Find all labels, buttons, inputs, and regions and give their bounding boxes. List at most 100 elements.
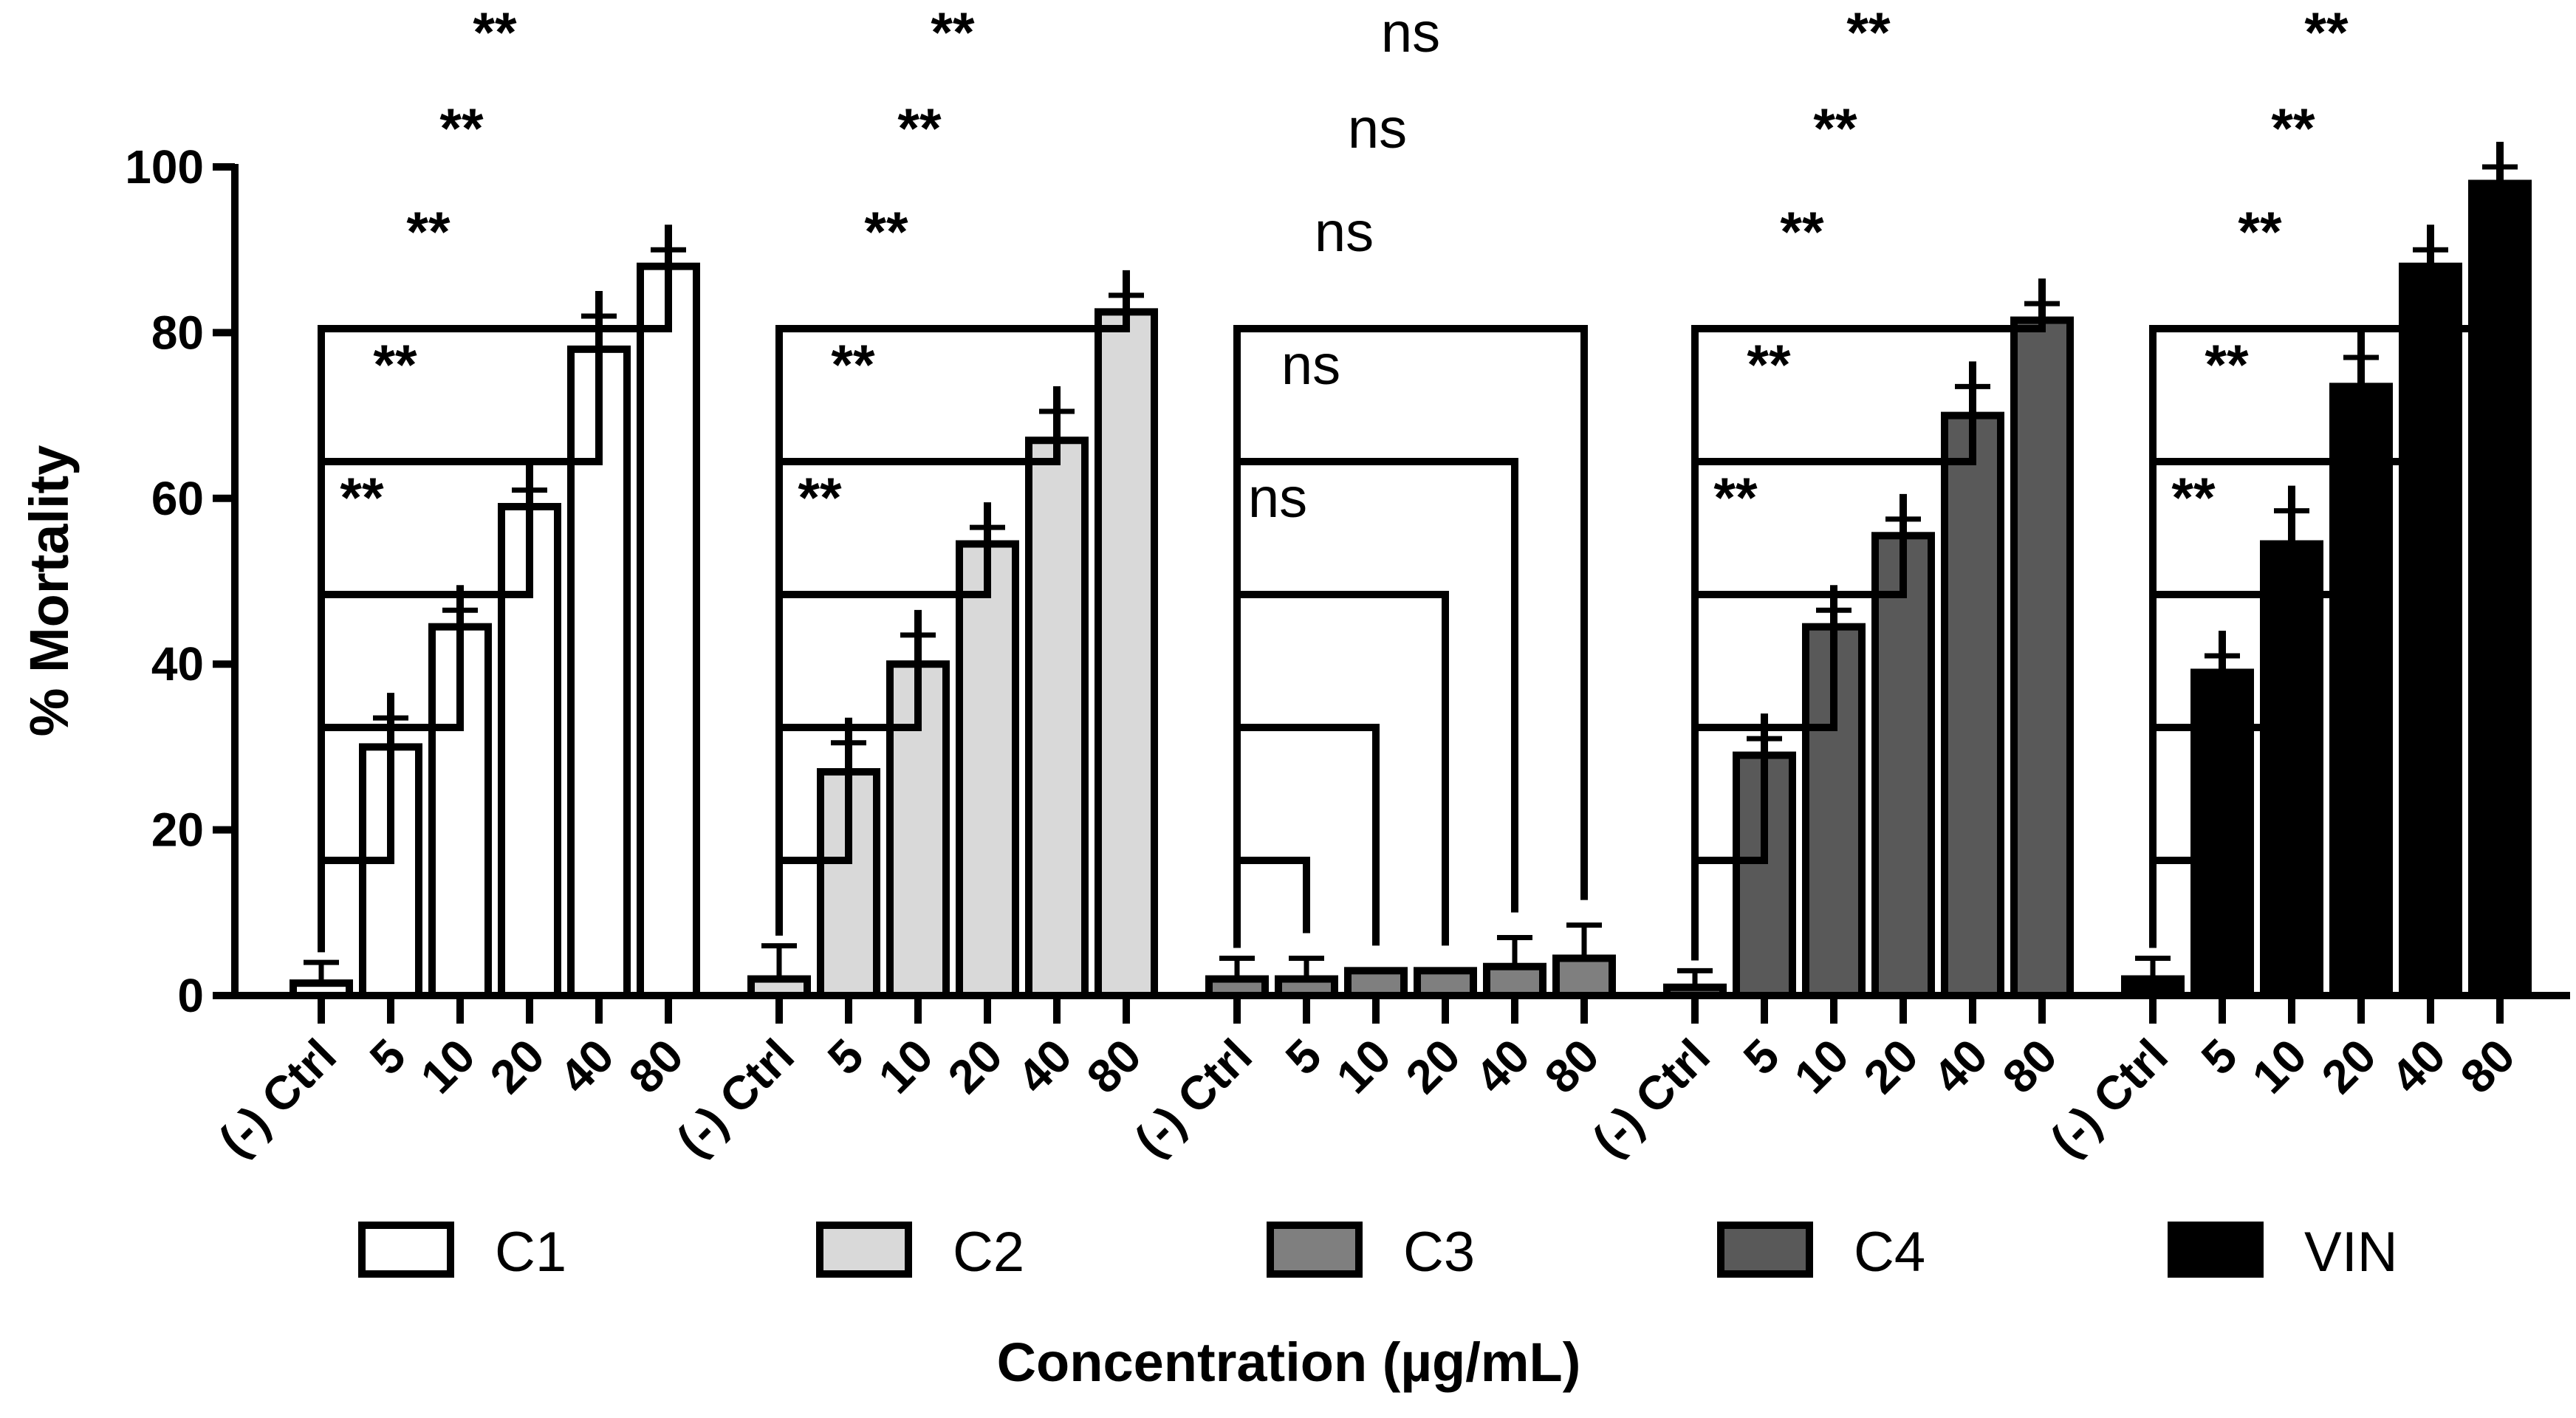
x-tick-label: 20: [1396, 1029, 1470, 1103]
legend-label: C3: [1403, 1221, 1475, 1284]
x-tick-label: 80: [1077, 1029, 1151, 1103]
significance-label: **: [2271, 97, 2315, 160]
bar-c4-4: [1941, 411, 2004, 999]
significance-label: **: [1780, 201, 1824, 264]
x-tick-label: 40: [2381, 1029, 2456, 1103]
bar-c3-5: [1552, 954, 1616, 1000]
legend-swatch: [1267, 1222, 1363, 1278]
x-tick-label: (-) Ctrl: [1582, 1029, 1720, 1167]
significance-label: ns: [1281, 334, 1340, 397]
significance-label: **: [1713, 467, 1758, 530]
x-tick-label: 10: [869, 1029, 943, 1103]
legend-label: VIN: [2304, 1221, 2398, 1284]
significance-label: **: [2304, 1, 2349, 64]
significance-label: **: [406, 201, 451, 264]
bar-c1-5: [637, 262, 700, 999]
significance-bracket: [1233, 591, 1449, 948]
y-tick-label: 0: [177, 969, 204, 1022]
bar-c4-5: [2010, 316, 2074, 999]
legend-label: C4: [1854, 1221, 1925, 1284]
significance-label: **: [2171, 467, 2216, 530]
legend-item-c2: C2: [816, 1221, 1024, 1284]
x-tick-label: (-) Ctrl: [666, 1029, 804, 1167]
significance-label: **: [1846, 1, 1891, 64]
y-axis-title: % Mortality: [18, 445, 80, 737]
legend-swatch: [2168, 1222, 2264, 1278]
legend-swatch: [1717, 1222, 1813, 1278]
significance-label: ns: [1315, 201, 1374, 264]
x-tick-label: (-) Ctrl: [1124, 1029, 1262, 1167]
legend-label: C2: [953, 1221, 1024, 1284]
significance-bracket: [1233, 325, 1588, 948]
x-tick-label: 40: [549, 1029, 624, 1103]
legend: C1 C2 C3 C4 VIN: [358, 1221, 2398, 1284]
significance-label: **: [798, 467, 842, 530]
legend-label: C1: [495, 1221, 566, 1284]
significance-label: **: [831, 334, 875, 397]
x-tick-label: 20: [1854, 1029, 1928, 1103]
significance-label: ns: [1348, 97, 1407, 160]
significance-bracket: [1691, 278, 2046, 961]
x-tick-label: 40: [1923, 1029, 1998, 1103]
significance-label: **: [931, 1, 975, 64]
x-tick-label: 5: [1275, 1029, 1332, 1085]
legend-swatch: [358, 1222, 454, 1278]
significance-bracket: [1233, 857, 1310, 948]
x-tick-label: 10: [1326, 1029, 1401, 1103]
significance-label: **: [1747, 334, 1791, 397]
x-tick-label: 5: [818, 1029, 874, 1085]
bar-c2-4: [1025, 436, 1089, 999]
significance-label: **: [864, 201, 908, 264]
significance-bracket: [775, 270, 1130, 936]
bar-c1-0: [290, 979, 353, 1000]
x-tick-label: 40: [1465, 1029, 1540, 1103]
x-tick-label: 20: [480, 1029, 555, 1103]
bar-c3-3: [1414, 967, 1477, 999]
bar-c4-0: [1663, 983, 1727, 1000]
y-tick-label: 20: [151, 804, 204, 857]
significance-label: **: [473, 1, 517, 64]
legend-item-c4: C4: [1717, 1221, 1925, 1284]
bar-c2-0: [747, 975, 811, 1000]
x-tick-label: 5: [360, 1029, 416, 1085]
x-tick-label: (-) Ctrl: [208, 1029, 346, 1167]
x-tick-label: 10: [2242, 1029, 2317, 1103]
significance-label: **: [340, 467, 384, 530]
legend-item-c1: C1: [358, 1221, 566, 1284]
bar-c3-2: [1344, 967, 1408, 999]
significance-label: **: [897, 97, 942, 160]
bar-c3-1: [1275, 975, 1338, 1000]
x-tick-label: 80: [1993, 1029, 2067, 1103]
x-tick-label: 20: [938, 1029, 1013, 1103]
significance-label: **: [1813, 97, 1857, 160]
x-tick-label: 40: [1007, 1029, 1082, 1103]
x-tick-label: 5: [2191, 1029, 2247, 1085]
bar-c4-3: [1871, 532, 1935, 999]
y-tick-label: 60: [151, 472, 204, 525]
significance-label: **: [373, 334, 417, 397]
bar-c3-4: [1483, 962, 1546, 999]
x-tick-label: 80: [2450, 1029, 2525, 1103]
y-tick-label: 100: [125, 140, 204, 193]
y-tick-label: 40: [151, 637, 204, 691]
significance-brackets: ** ** ** ** ** ** ** ** ** ** ns ns ns ns ns ** ** ** ** **…: [318, 1, 2504, 961]
bars: [290, 164, 2532, 1000]
x-tick-label: 5: [1733, 1029, 1789, 1085]
bar-c3-0: [1205, 975, 1269, 1000]
significance-label: **: [2238, 201, 2282, 264]
bar-c2-3: [956, 540, 1019, 999]
significance-label: ns: [1381, 1, 1440, 64]
significance-label: **: [2205, 334, 2249, 397]
x-tick-label: 20: [2312, 1029, 2386, 1103]
legend-swatch: [816, 1222, 912, 1278]
y-tick-label: 80: [151, 306, 204, 359]
legend-item-c3: C3: [1267, 1221, 1475, 1284]
significance-label: ns: [1248, 467, 1307, 530]
x-tick-label: 80: [619, 1029, 693, 1103]
x-tick-label: (-) Ctrl: [2040, 1029, 2178, 1167]
x-tick-label: 80: [1535, 1029, 1609, 1103]
bar-vin-0: [2121, 975, 2185, 1000]
